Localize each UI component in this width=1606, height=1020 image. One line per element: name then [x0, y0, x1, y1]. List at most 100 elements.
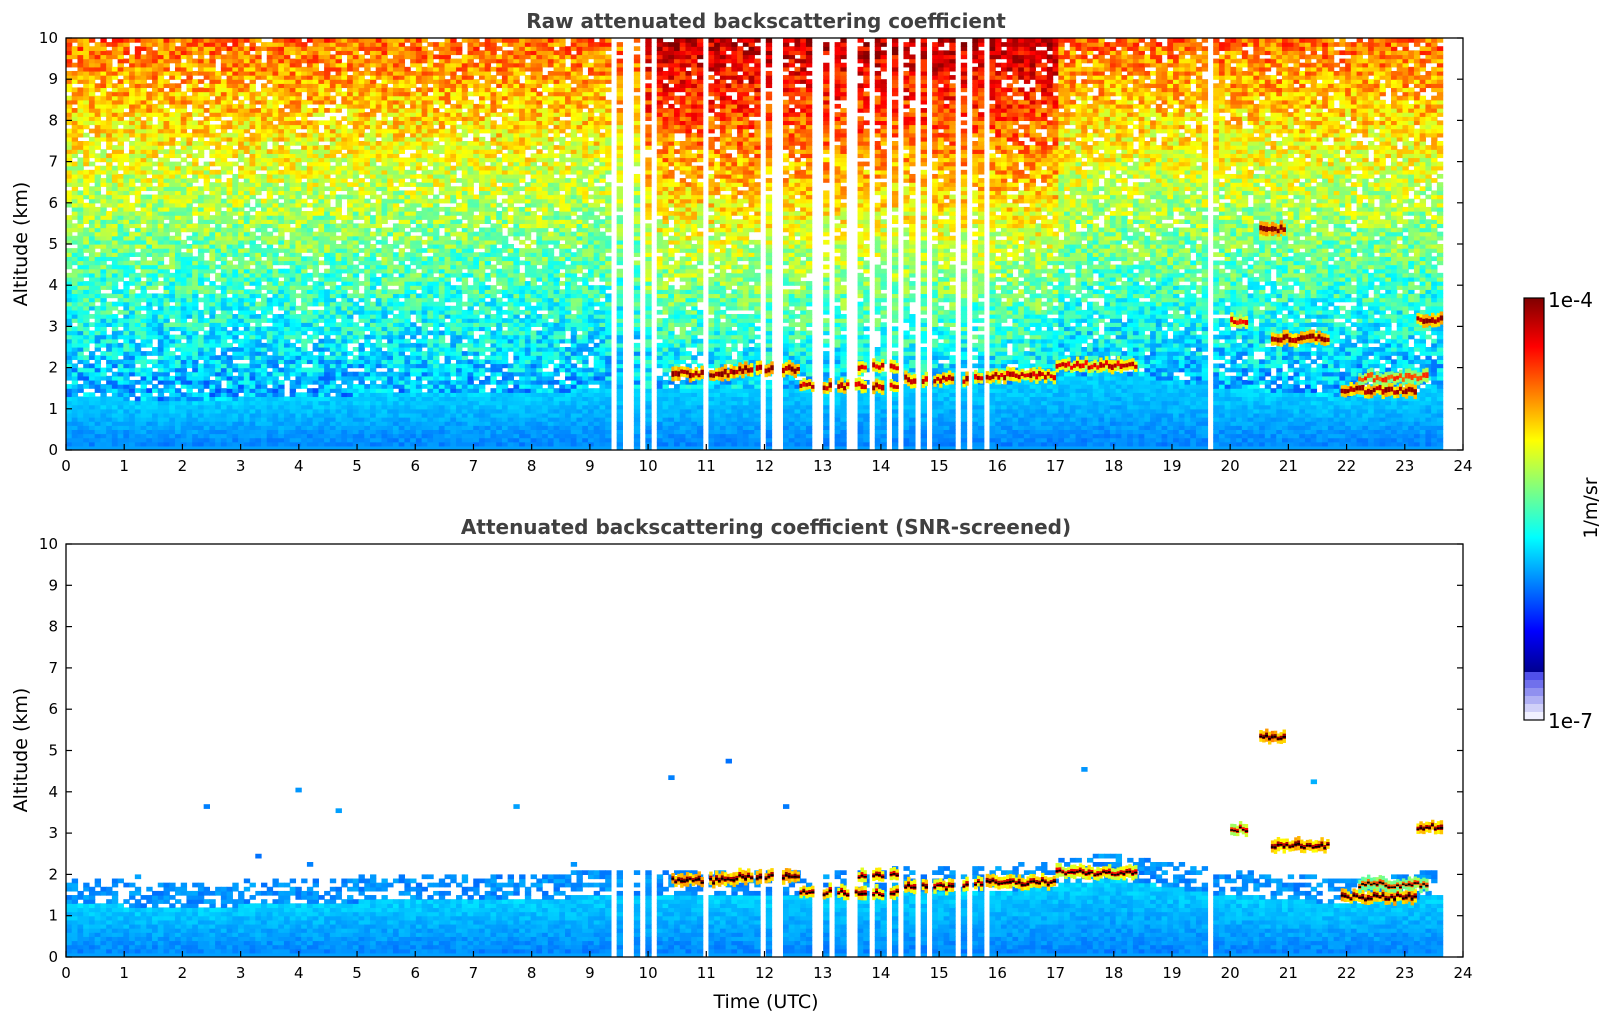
heatmap-cell: [307, 157, 313, 162]
heatmap-cell: [238, 108, 244, 113]
heatmap-cell: [330, 170, 336, 175]
heatmap-cell: [204, 145, 210, 150]
heatmap-cell: [307, 67, 313, 72]
heatmap-cell: [129, 116, 135, 121]
heatmap-cell: [341, 380, 347, 385]
heatmap-cell: [336, 149, 342, 154]
heatmap-cell: [89, 149, 95, 154]
heatmap-cell: [295, 335, 301, 340]
heatmap-cell: [77, 203, 83, 208]
heatmap-cell: [295, 306, 301, 311]
heatmap-cell: [89, 219, 95, 224]
heatmap-cell: [106, 306, 112, 311]
heatmap-cell: [341, 413, 347, 418]
heatmap-cell: [152, 438, 158, 443]
heatmap-cell: [272, 442, 278, 447]
heatmap-cell: [112, 223, 118, 228]
heatmap-cell: [255, 182, 261, 187]
heatmap-cell: [313, 83, 319, 88]
heatmap-cell: [146, 141, 152, 146]
heatmap-cell: [123, 343, 129, 348]
heatmap-cell: [186, 228, 192, 233]
heatmap-cell: [267, 339, 273, 344]
heatmap-cell: [381, 429, 387, 434]
heatmap-cell: [313, 289, 319, 294]
heatmap-cell: [336, 195, 342, 200]
heatmap-cell: [186, 182, 192, 187]
heatmap-cell: [307, 133, 313, 138]
heatmap-cell: [313, 421, 319, 426]
heatmap-cell: [169, 438, 175, 443]
heatmap-cell: [123, 401, 129, 406]
heatmap-cell: [290, 162, 296, 167]
heatmap-cell: [353, 388, 359, 393]
heatmap-cell: [267, 380, 273, 385]
heatmap-cell: [164, 339, 170, 344]
heatmap-cell: [272, 248, 278, 253]
heatmap-cell: [192, 326, 198, 331]
heatmap-cell: [341, 392, 347, 397]
heatmap-cell: [169, 256, 175, 261]
heatmap-cell: [95, 129, 101, 134]
heatmap-cell: [129, 293, 135, 298]
heatmap-cell: [83, 384, 89, 389]
heatmap-cell: [77, 67, 83, 72]
heatmap-cell: [164, 83, 170, 88]
heatmap-cell: [301, 125, 307, 130]
heatmap-cell: [112, 343, 118, 348]
heatmap-cell: [232, 149, 238, 154]
heatmap-cell: [175, 83, 181, 88]
heatmap-cell: [238, 87, 244, 92]
heatmap-cell: [381, 129, 387, 134]
heatmap-cell: [83, 434, 89, 439]
heatmap-cell: [72, 240, 78, 245]
heatmap-cell: [261, 392, 267, 397]
heatmap-cell: [192, 232, 198, 237]
heatmap-cell: [244, 429, 250, 434]
heatmap-cell: [244, 112, 250, 117]
heatmap-cell: [106, 141, 112, 146]
heatmap-cell: [376, 125, 382, 130]
heatmap-cell: [238, 269, 244, 274]
heatmap-cell: [370, 207, 376, 212]
heatmap-cell: [66, 302, 72, 307]
heatmap-cell: [198, 67, 204, 72]
heatmap-cell: [250, 260, 256, 265]
heatmap-cell: [250, 256, 256, 261]
heatmap-cell: [89, 293, 95, 298]
heatmap-cell: [318, 104, 324, 109]
heatmap-cell: [123, 347, 129, 352]
heatmap-cell: [135, 331, 141, 336]
heatmap-cell: [324, 240, 330, 245]
heatmap-cell: [135, 162, 141, 167]
heatmap-cell: [364, 42, 370, 47]
heatmap-cell: [318, 417, 324, 422]
heatmap-cell: [227, 380, 233, 385]
heatmap-cell: [135, 203, 141, 208]
heatmap-cell: [381, 252, 387, 257]
heatmap-cell: [364, 392, 370, 397]
heatmap-cell: [250, 363, 256, 368]
heatmap-cell: [250, 438, 256, 443]
heatmap-cell: [232, 67, 238, 72]
heatmap-cell: [169, 186, 175, 191]
heatmap-cell: [100, 71, 106, 76]
heatmap-cell: [146, 116, 152, 121]
heatmap-cell: [318, 438, 324, 443]
heatmap-cell: [169, 293, 175, 298]
heatmap-cell: [278, 273, 284, 278]
heatmap-cell: [284, 401, 290, 406]
heatmap-cell: [301, 170, 307, 175]
heatmap-cell: [123, 195, 129, 200]
heatmap-cell: [95, 269, 101, 274]
heatmap-cell: [118, 104, 124, 109]
heatmap-cell: [198, 125, 204, 130]
heatmap-cell: [244, 59, 250, 64]
heatmap-cell: [123, 125, 129, 130]
heatmap-cell: [278, 211, 284, 216]
heatmap-cell: [158, 252, 164, 257]
heatmap-cell: [341, 293, 347, 298]
heatmap-cell: [381, 240, 387, 245]
heatmap-cell: [232, 298, 238, 303]
heatmap-cell: [77, 199, 83, 204]
